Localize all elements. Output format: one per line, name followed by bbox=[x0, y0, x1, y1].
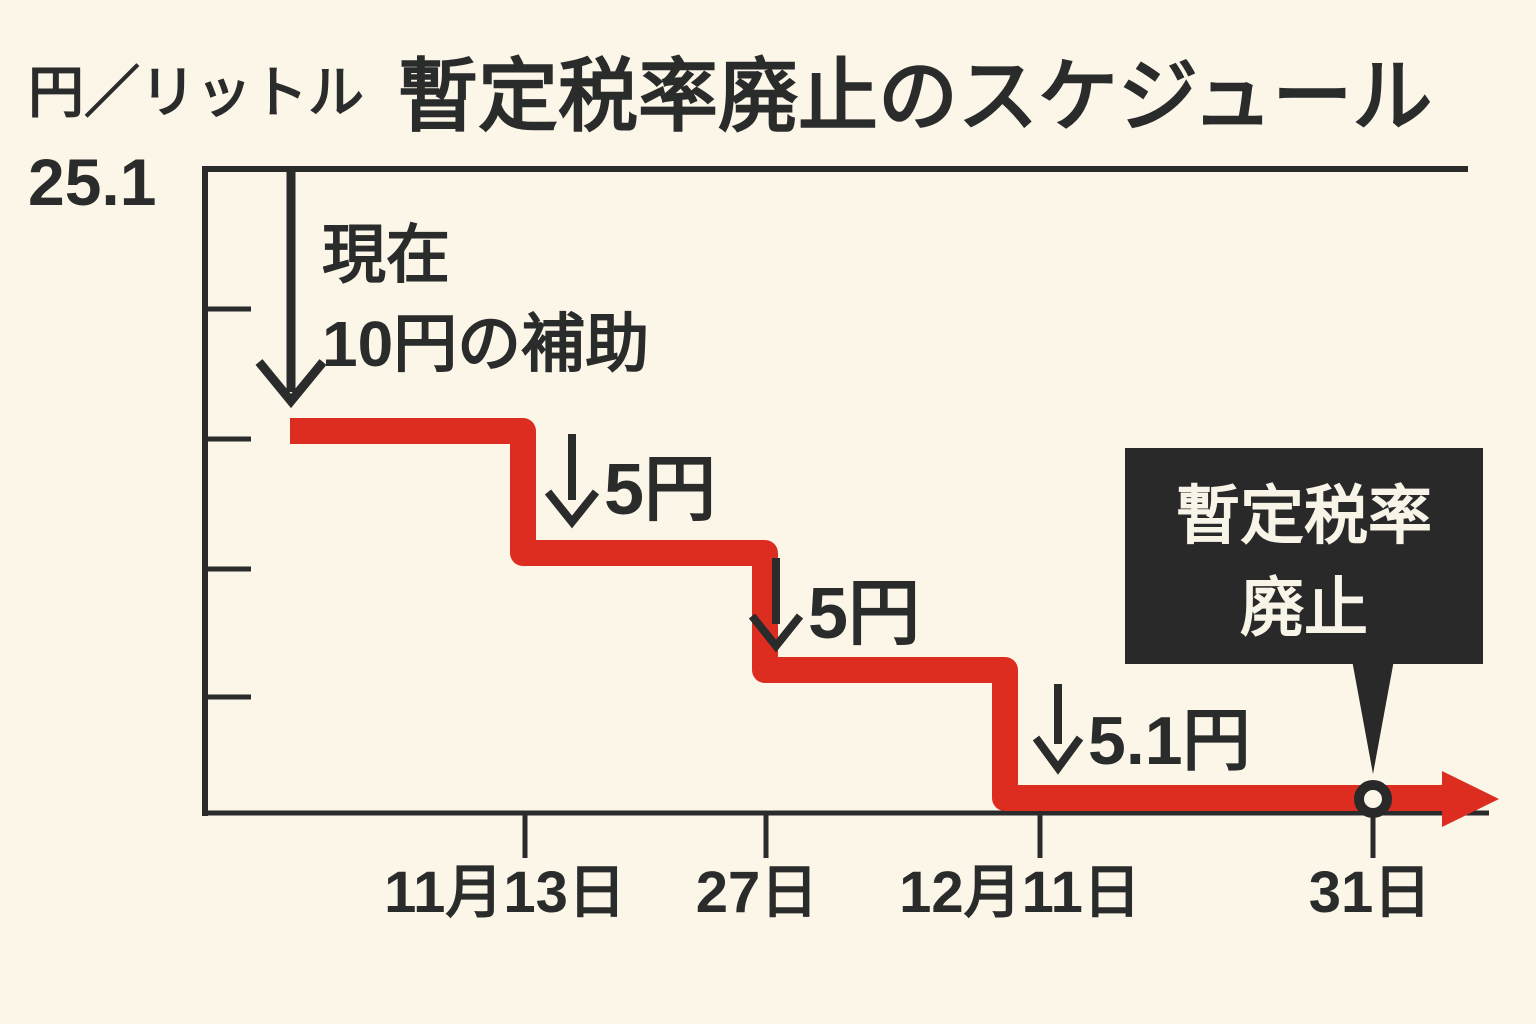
x-axis-label-dec31: 31日 bbox=[1309, 860, 1432, 925]
callout-line2: 廃止 bbox=[1240, 572, 1368, 644]
y-axis-max-label: 25.1 bbox=[28, 145, 156, 219]
down-arrow-head-icon bbox=[544, 489, 600, 529]
down-arrow-head-icon bbox=[255, 359, 327, 409]
callout-line1: 暫定税率 bbox=[1176, 480, 1432, 552]
step-line-arrowhead-icon bbox=[1442, 771, 1499, 827]
chart-title: 暫定税率廃止のスケジュール bbox=[398, 52, 1432, 141]
current-note-line2: 10円の補助 bbox=[322, 308, 649, 380]
drop-label: 5円 bbox=[808, 574, 920, 654]
callout-box bbox=[1125, 448, 1483, 664]
drop-annotation-3: 5.1円 bbox=[1032, 684, 1251, 779]
down-arrow-head-icon bbox=[748, 613, 804, 653]
drop-annotation-2: 5円 bbox=[748, 558, 920, 654]
tax-burden-step-line bbox=[290, 418, 1446, 811]
callout-pointer-icon bbox=[1352, 660, 1394, 774]
abolition-callout: 暫定税率 廃止 bbox=[1125, 448, 1483, 774]
current-note-line1: 現在 bbox=[322, 219, 450, 291]
drop-label: 5円 bbox=[604, 450, 716, 530]
x-axis-labels: 11月13日 27日 12月11日 31日 bbox=[384, 860, 1431, 925]
x-axis-label-nov27: 27日 bbox=[696, 860, 819, 925]
x-axis-label-nov13: 11月13日 bbox=[384, 860, 626, 925]
x-axis-label-dec11: 12月11日 bbox=[899, 860, 1141, 925]
drop-label: 5.1円 bbox=[1088, 703, 1251, 779]
down-arrow-head-icon bbox=[1032, 735, 1084, 775]
current-subsidy-arrow bbox=[255, 172, 327, 409]
y-axis-ticks bbox=[205, 306, 251, 700]
drop-annotation-1: 5円 bbox=[544, 434, 716, 530]
x-axis-ticks bbox=[522, 813, 1376, 858]
abolition-marker bbox=[1354, 780, 1392, 818]
y-axis-unit-label: 円／リットル bbox=[28, 61, 364, 124]
